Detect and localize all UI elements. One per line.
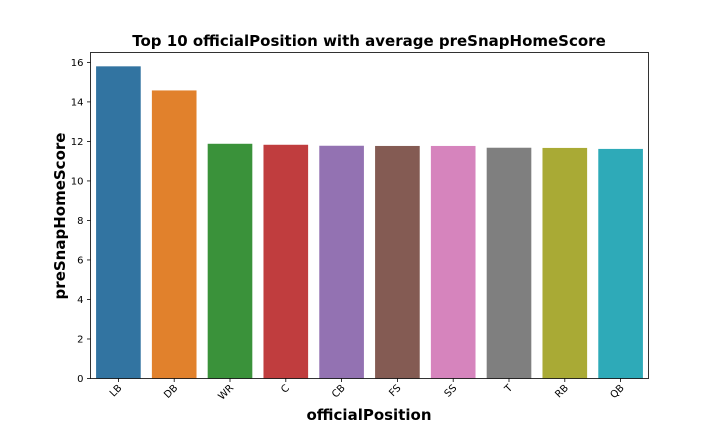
y-tick-label: 0 (77, 374, 83, 385)
bar-t (487, 148, 532, 379)
x-axis-ticks: LB DB WR C CB FS SS T RB QB (108, 379, 627, 403)
y-tick-label: 10 (71, 176, 84, 187)
x-tick-label: DB (162, 383, 180, 401)
bar-lb (96, 66, 141, 378)
bar-fs (375, 146, 420, 379)
bar-c (263, 145, 308, 379)
x-tick-label: SS (443, 383, 460, 400)
y-tick-label: 12 (71, 137, 84, 148)
bar-ss (431, 146, 476, 379)
bar-db (152, 90, 197, 378)
x-tick-label: C (279, 383, 292, 396)
chart-title: Top 10 officialPosition with average pre… (132, 32, 606, 50)
x-axis-label: officialPosition (307, 406, 432, 424)
bar-rb (542, 148, 587, 379)
x-tick-label: QB (609, 383, 627, 401)
x-tick-label: CB (330, 383, 348, 401)
y-tick-label: 16 (71, 58, 84, 69)
bars-group (96, 66, 643, 378)
x-tick-label: RB (553, 383, 571, 401)
y-tick-label: 6 (77, 255, 83, 266)
y-tick-label: 14 (71, 97, 84, 108)
y-tick-label: 8 (77, 216, 83, 227)
y-tick-label: 4 (77, 295, 83, 306)
x-tick-label: T (502, 382, 515, 395)
bar-wr (208, 144, 253, 379)
y-tick-label: 2 (77, 334, 83, 345)
x-tick-label: LB (108, 383, 125, 400)
y-axis-label: preSnapHomeScore (51, 133, 69, 300)
bar-qb (598, 149, 643, 379)
x-tick-label: WR (216, 383, 236, 403)
bar-cb (319, 146, 364, 379)
y-axis-ticks: 0 2 4 6 8 10 12 14 16 (71, 58, 91, 385)
x-tick-label: FS (387, 383, 403, 399)
